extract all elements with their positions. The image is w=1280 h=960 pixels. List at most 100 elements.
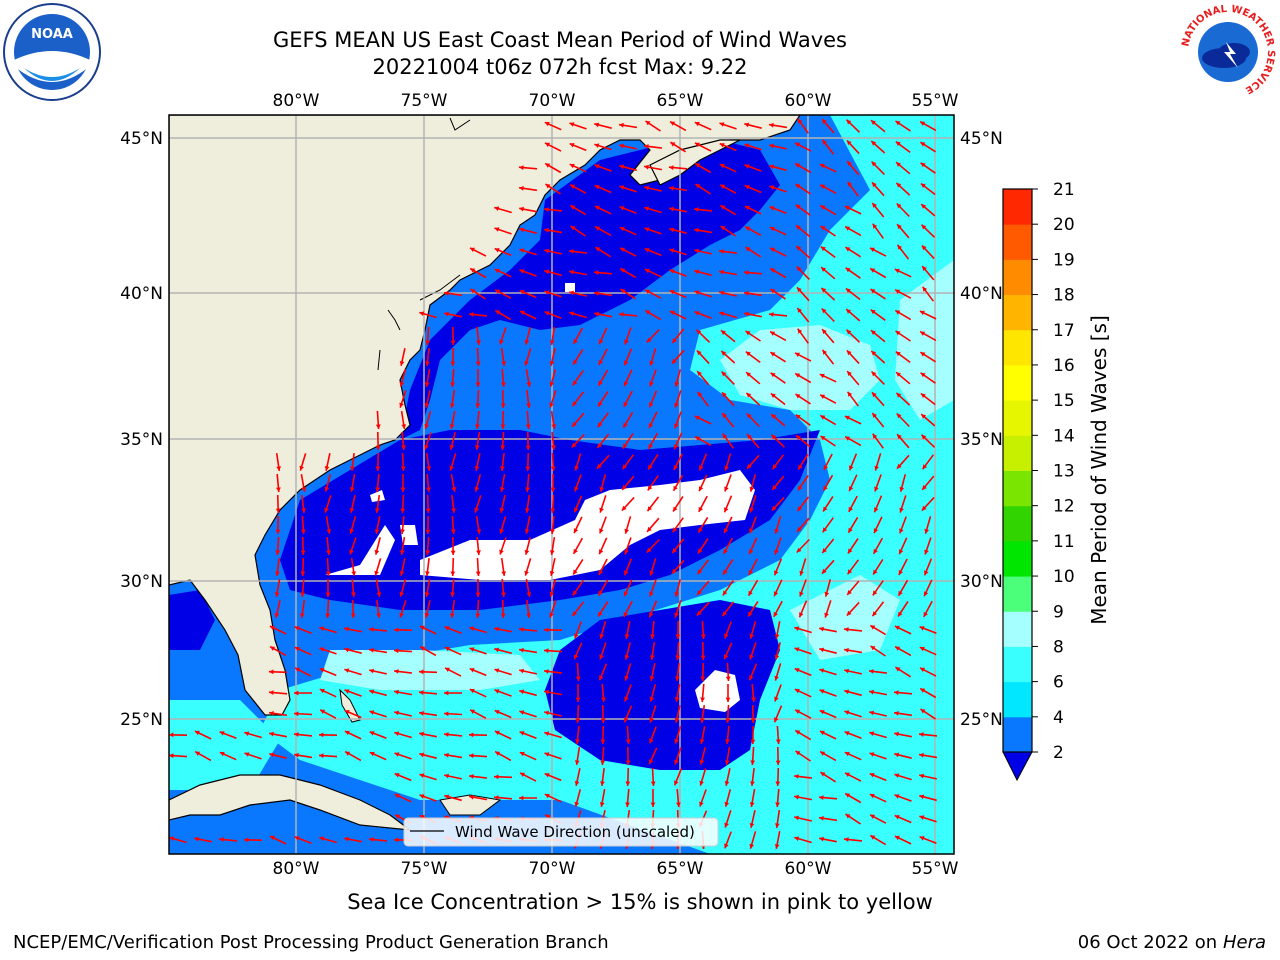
wave-arrow-head [494, 647, 500, 653]
wave-arrow-head [724, 486, 729, 492]
wave-arrow-head [445, 667, 450, 672]
wave-arrow-head [597, 463, 602, 469]
wave-arrow-head [919, 815, 925, 820]
wave-arrow-head [670, 121, 676, 126]
wave-arrow-head [550, 508, 556, 513]
wave-arrow-head [501, 571, 506, 576]
wave-arrow-head [844, 415, 850, 421]
lon-label-top-55w: 55°W [912, 91, 959, 111]
wave-arrow-head [719, 122, 725, 127]
wave-arrow-head [500, 424, 506, 429]
wave-arrow-head [595, 247, 601, 252]
wave-arrow-head [921, 505, 927, 511]
wave-arrow-head [822, 568, 827, 574]
lat-label-right-35n: 35°N [960, 430, 1003, 450]
wave-arrow-head [573, 548, 578, 554]
wave-arrow-head [774, 675, 779, 681]
wave-arrow-head [644, 227, 650, 232]
calm-area-small1 [370, 490, 385, 502]
wave-arrow-head [219, 837, 224, 842]
wave-arrow-head [449, 444, 455, 450]
wave-arrow-head [770, 268, 776, 273]
wave-arrow-head [872, 392, 877, 398]
wave-arrow-head [550, 529, 555, 534]
wave-arrow-head [545, 142, 550, 147]
wave-arrow-head [524, 360, 529, 366]
wave-arrow-head [819, 163, 825, 169]
wave-arrow-head [349, 528, 354, 534]
wave-arrow-head [619, 143, 624, 149]
wave-arrow-head [848, 548, 853, 554]
wave-arrow-head [794, 626, 800, 631]
wave-arrow-head [795, 204, 801, 210]
wave-arrow-head [620, 268, 626, 273]
wave-arrow-head [822, 548, 827, 553]
wave-arrow-head [897, 434, 902, 440]
wave-arrow-head [870, 835, 876, 840]
wave-arrow-head [569, 249, 574, 254]
wave-arrow-head [544, 311, 550, 316]
wave-arrow-head [774, 696, 779, 702]
wave-arrow-head [649, 696, 655, 702]
colorbar-tick-label: 15 [1053, 391, 1075, 411]
wave-arrow-head [820, 184, 826, 189]
wave-arrow-head [745, 331, 751, 336]
wave-arrow-head [820, 772, 826, 777]
wave-arrow-head [549, 612, 554, 618]
wave-arrow-head [350, 613, 356, 618]
wave-arrow-head [275, 571, 280, 576]
wave-region-pale-east [720, 325, 880, 410]
wave-arrow-head [599, 675, 604, 681]
wave-arrow-head [674, 780, 679, 786]
wave-arrow-head [744, 205, 750, 211]
wave-arrow-head [847, 391, 853, 397]
wave-arrow-head [672, 548, 677, 553]
wave-arrow-head [551, 445, 556, 450]
wave-arrow-head [575, 697, 581, 702]
wave-arrow-head [394, 627, 399, 633]
wave-arrow-head [719, 290, 724, 296]
wave-arrow-head [750, 760, 756, 765]
wave-arrow-head [369, 710, 375, 715]
wave-arrow-head [469, 647, 475, 652]
wave-arrow-head [725, 697, 731, 702]
wave-arrow-head [320, 709, 326, 714]
colorbar-segment [1003, 259, 1032, 296]
wave-arrow-head [544, 207, 549, 212]
wave-arrow-head [749, 654, 754, 660]
colorbar-tick-label: 17 [1053, 321, 1075, 341]
wave-arrow-head [319, 626, 325, 631]
wave-arrow-head [475, 382, 481, 387]
wave-arrow-head [844, 668, 849, 674]
wave-arrow-head [597, 422, 603, 428]
wave-arrow-head [822, 139, 827, 145]
wave-arrow-head [622, 485, 627, 490]
wave-arrow-head [400, 466, 406, 471]
wave-arrow-head [494, 668, 500, 673]
wave-arrow-head [424, 423, 429, 429]
wave-arrow-head [845, 288, 851, 293]
wave-arrow-head [399, 591, 405, 597]
wave-arrow-head [599, 528, 604, 534]
wave-arrow-head [598, 549, 604, 555]
wave-region-dark-florida [169, 590, 215, 650]
wave-arrow-head [494, 206, 500, 211]
map-area [169, 115, 954, 854]
wave-arrow-head [519, 165, 524, 170]
wave-arrow-head [375, 487, 380, 492]
wave-arrow-head [894, 815, 900, 820]
wave-arrow-head [819, 710, 825, 715]
colorbar-label: Mean Period of Wind Waves [s] [1087, 315, 1111, 625]
wave-arrow-head [395, 814, 401, 819]
wave-arrow-head [344, 730, 350, 736]
wave-arrow-head [319, 753, 324, 759]
wave-arrow-head [574, 801, 580, 807]
wave-arrow-head [674, 738, 679, 744]
wave-arrow-head [269, 690, 274, 695]
wave-arrow-head [896, 413, 902, 419]
wave-arrow-head [275, 529, 281, 534]
wave-arrow-head [694, 290, 700, 295]
wave-arrow-head [375, 424, 381, 429]
wave-arrow-head [519, 689, 525, 695]
wave-arrow-head [897, 463, 902, 469]
